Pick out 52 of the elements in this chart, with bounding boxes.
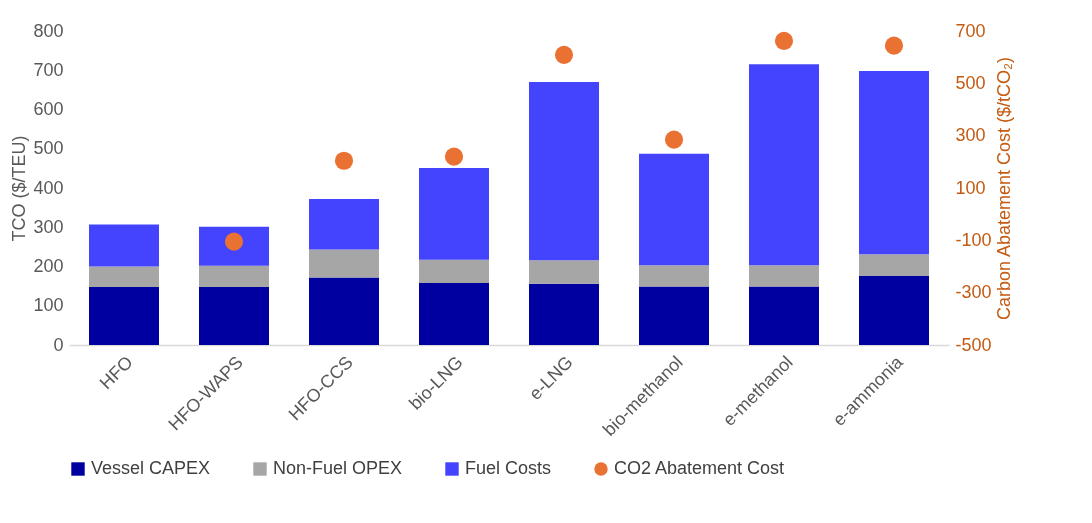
y-tick-label: 300 (33, 216, 64, 237)
bar (309, 198, 379, 250)
bar (199, 286, 269, 345)
y-tick-label: 400 (33, 177, 64, 198)
bar (859, 275, 929, 345)
point (554, 45, 574, 64)
y2-axis-title: Carbon Abatement Cost ($/tCO₂) (993, 56, 1014, 321)
y-axis-title: TCO ($/TEU) (9, 135, 30, 242)
bar (639, 153, 709, 266)
y-tick-label: 700 (33, 59, 64, 80)
y2-tick-label: 300 (955, 125, 986, 146)
y2-tick-label: 500 (955, 72, 986, 93)
y-tick-label: 100 (33, 295, 64, 316)
legend-label: Non-Fuel OPEX (273, 458, 403, 478)
y2-tick-label: 700 (955, 20, 986, 41)
bar (859, 71, 929, 255)
bar (529, 82, 599, 261)
bar (419, 259, 489, 283)
bar (639, 286, 709, 345)
bar (89, 224, 159, 267)
point (334, 151, 354, 170)
y2-tick-label: -500 (955, 334, 992, 355)
y2-tick-label: 100 (955, 177, 986, 198)
y-tick-label: 0 (53, 334, 64, 355)
bar (529, 260, 599, 284)
bar (419, 167, 489, 260)
bar (749, 64, 819, 266)
y-tick-label: 500 (33, 138, 64, 159)
y-tick-label: 600 (33, 99, 64, 119)
bar (309, 277, 379, 345)
point (884, 36, 904, 55)
bar (859, 254, 929, 276)
bar (199, 226, 269, 266)
y-tick-label: 800 (33, 20, 64, 41)
bar (639, 265, 709, 287)
legend-label: Fuel Costs (465, 458, 552, 478)
y2-tick-label: -300 (955, 282, 992, 303)
bar (89, 286, 159, 345)
bar (89, 266, 159, 287)
bar (419, 282, 489, 345)
legend-label: CO2 Abatement Cost (614, 458, 785, 478)
y-tick-label: 200 (33, 256, 64, 276)
legend-label: Vessel CAPEX (91, 458, 211, 478)
y2-tick-label: -100 (955, 229, 992, 250)
point (664, 130, 684, 149)
bar (529, 283, 599, 345)
point (774, 31, 794, 51)
bar (309, 249, 379, 278)
bar (199, 265, 269, 287)
bar (749, 265, 819, 287)
bar (749, 286, 819, 345)
point (444, 147, 464, 166)
